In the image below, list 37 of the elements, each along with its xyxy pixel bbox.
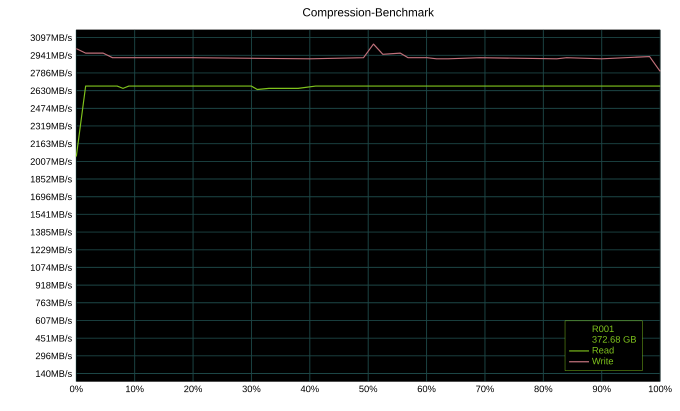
- y-tick-label: 1074MB/s: [30, 264, 72, 271]
- x-tick-label: 50%: [359, 385, 378, 392]
- y-tick-label: 296MB/s: [36, 352, 72, 360]
- legend-title: R001: [592, 325, 614, 332]
- x-tick-label: 30%: [242, 385, 260, 392]
- line-series: [76, 43, 661, 72]
- x-tick-label: 20%: [184, 385, 202, 392]
- x-tick-label: 80%: [534, 385, 552, 392]
- y-tick-label: 2007MB/s: [30, 158, 72, 165]
- y-tick-label: 3097MB/s: [30, 34, 72, 41]
- y-tick-label: 451MB/s: [36, 334, 72, 342]
- x-tick-label: 0%: [70, 385, 83, 392]
- y-tick-label: 1852MB/s: [30, 175, 72, 182]
- legend-label: Write: [592, 357, 614, 364]
- x-tick-label: 70%: [476, 385, 494, 392]
- y-tick-label: 1541MB/s: [30, 210, 72, 218]
- x-tick-label: 90%: [592, 385, 611, 392]
- chart-title: Compression-Benchmark: [303, 8, 434, 19]
- y-tick-label: 2319MB/s: [30, 122, 72, 130]
- legend-label: Read: [592, 346, 614, 354]
- y-tick-label: 2474MB/s: [30, 104, 72, 112]
- y-tick-label: 1696MB/s: [30, 193, 72, 200]
- y-tick-label: 2630MB/s: [30, 87, 72, 94]
- y-tick-label: 1385MB/s: [30, 228, 72, 236]
- y-tick-label: 763MB/s: [36, 299, 72, 306]
- y-tick-label: 1229MB/s: [30, 246, 72, 254]
- y-tick-label: 607MB/s: [36, 316, 72, 324]
- y-tick-label: 2163MB/s: [30, 140, 72, 147]
- x-tick-label: 100%: [648, 385, 672, 392]
- y-tick-label: 2941MB/s: [30, 52, 72, 59]
- y-tick-label: 918MB/s: [36, 282, 72, 288]
- y-tick-label: 140MB/s: [36, 370, 72, 377]
- x-tick-label: 60%: [418, 385, 436, 392]
- x-tick-label: 40%: [300, 385, 319, 392]
- x-tick-label: 10%: [126, 385, 144, 392]
- annotation: 372.68 GB: [592, 336, 636, 343]
- y-tick-label: 2786MB/s: [30, 69, 72, 76]
